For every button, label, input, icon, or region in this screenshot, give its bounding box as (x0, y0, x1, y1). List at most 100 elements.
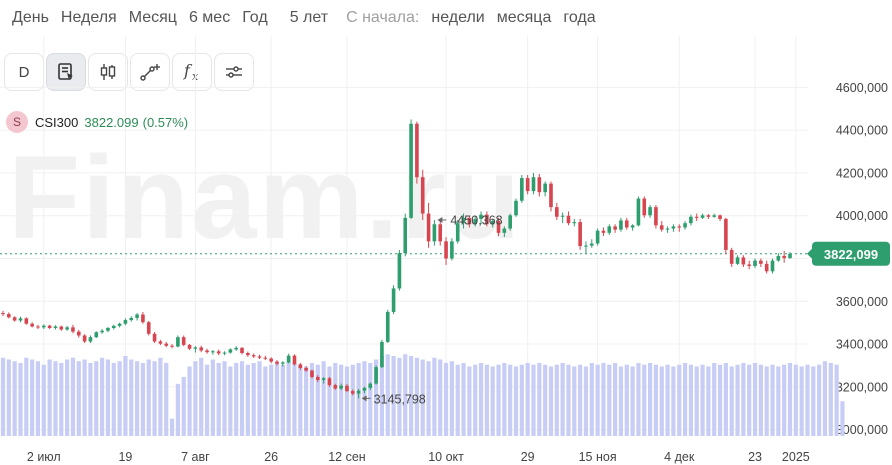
volume-bar (117, 361, 122, 436)
volume-bar (659, 366, 664, 436)
candle-body (310, 370, 314, 377)
svg-text:f: f (183, 61, 193, 80)
volume-bar (787, 362, 793, 436)
watermark-text: Finam.ru (8, 132, 522, 264)
candle-body (432, 224, 437, 242)
candle-body (560, 215, 565, 217)
period-5y[interactable]: 5 лет (289, 9, 329, 26)
candle-body (403, 217, 408, 254)
order-tool-button[interactable] (46, 53, 86, 91)
volume-bar (245, 364, 250, 436)
volume-bar (467, 366, 472, 436)
volume-bar (315, 364, 320, 436)
candle-body (420, 177, 425, 214)
candle-body (671, 226, 676, 229)
period-year[interactable]: Год (242, 9, 268, 26)
candle-body (228, 349, 233, 353)
candle-body (712, 215, 717, 217)
candle-body (700, 215, 705, 218)
drawing-tools-button[interactable] (130, 53, 170, 91)
candle-body (321, 378, 326, 380)
candle-body (601, 230, 606, 233)
last-price-badge-pointer (807, 248, 812, 259)
period-day[interactable]: День (12, 9, 49, 26)
volume-bar (700, 364, 705, 436)
candle-body (117, 323, 122, 326)
candle-body (36, 326, 40, 328)
candle-body (356, 390, 361, 394)
candle-body (240, 347, 244, 354)
candle-body (595, 230, 600, 244)
volume-bar (286, 361, 291, 436)
candle-body (199, 347, 204, 351)
candle-body (677, 226, 682, 228)
volume-bar (717, 364, 723, 436)
candle-body (607, 226, 612, 233)
candle-body (624, 220, 629, 228)
volume-bar (391, 356, 396, 436)
candle-body (82, 335, 87, 342)
candle-body (94, 332, 99, 338)
x-tick-label: 4 дек (664, 450, 695, 464)
candle-body (24, 318, 29, 324)
volume-bar (455, 364, 460, 436)
volume-bar (461, 362, 466, 436)
volume-bar (677, 364, 682, 436)
candle-body (759, 260, 763, 264)
candle-body (729, 249, 734, 264)
candle-body (339, 385, 343, 389)
volume-bar (665, 364, 670, 436)
volume-bar (752, 362, 758, 436)
candles (1, 119, 792, 399)
candle-body (292, 355, 297, 365)
volume-bar (274, 362, 280, 436)
candle-body (350, 391, 355, 394)
candle-body (164, 343, 169, 346)
x-tick-label: 23 (748, 450, 762, 464)
x-tick-label: 2 июл (27, 450, 61, 464)
candle-body (537, 177, 542, 193)
candle-body (485, 214, 489, 225)
x-tick-label: 26 (264, 450, 278, 464)
candle-body (7, 314, 11, 318)
volume-bar (519, 364, 524, 436)
instrument-ticker[interactable]: CSI300 (35, 114, 79, 130)
since-year[interactable]: года (563, 9, 596, 26)
candle-body (170, 345, 174, 347)
candle-body (444, 241, 448, 259)
volume-bar (799, 366, 804, 436)
chart-settings-button[interactable] (214, 53, 254, 91)
max-marker-arrow (437, 216, 443, 223)
volume-bar (187, 366, 192, 436)
volume-bar (309, 362, 315, 436)
volume-bar (706, 366, 711, 436)
x-tick-label: 19 (118, 450, 132, 464)
volume-bar (408, 356, 414, 436)
candle-body (648, 207, 652, 216)
instrument-last-value: 3822.099 (84, 114, 139, 130)
period-6mo[interactable]: 6 мес (188, 9, 231, 26)
candle-body (298, 364, 303, 368)
volume-bar (18, 362, 23, 436)
volume-bar (53, 361, 58, 436)
volume-bar (304, 366, 309, 436)
volume-bar (426, 361, 431, 436)
volume-bar (566, 364, 571, 436)
since-week[interactable]: недели (431, 9, 485, 26)
chart-type-button[interactable] (88, 53, 128, 91)
volume-bar (76, 361, 81, 436)
volume-bar (292, 362, 297, 436)
period-selector: День Неделя Месяц 6 мес Год 5 лет С начала: нед… (0, 0, 892, 36)
candle-body (747, 264, 751, 266)
volume-bar (134, 361, 140, 436)
volume-bar (234, 362, 239, 436)
period-month[interactable]: Месяц (128, 9, 177, 26)
candle-body (642, 198, 647, 216)
x-tick-label: 15 ноя (579, 450, 617, 464)
volume-bar (82, 359, 87, 436)
volume-bar (793, 364, 798, 436)
period-week[interactable]: Неделя (60, 9, 117, 26)
since-month[interactable]: месяца (496, 9, 552, 26)
volume-bar (24, 357, 29, 436)
